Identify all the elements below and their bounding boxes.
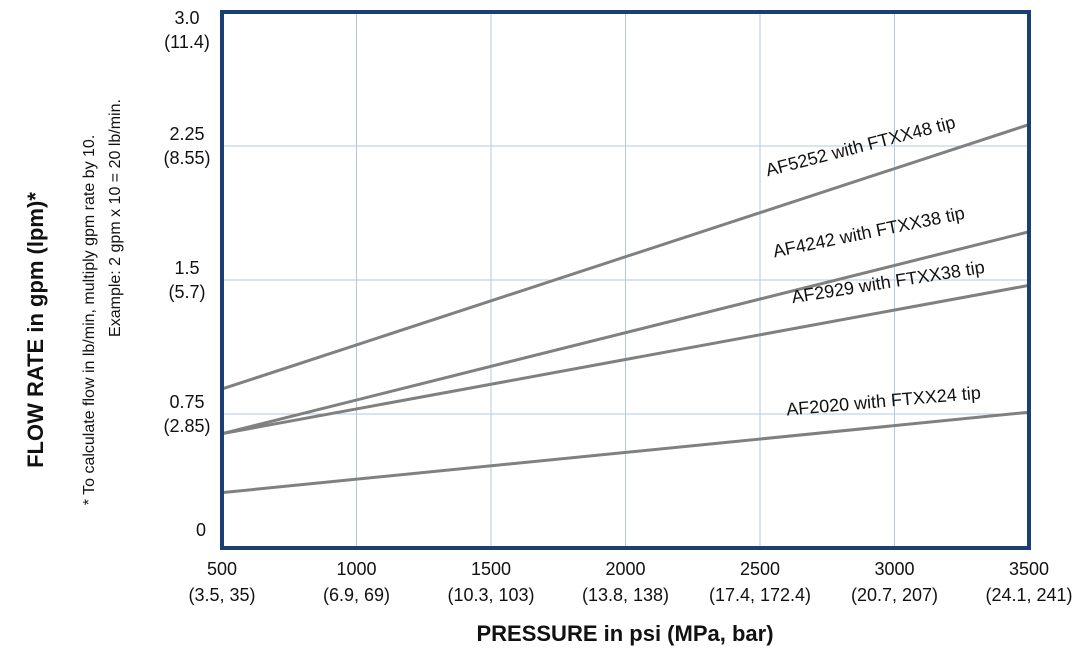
x-tick-label: 2000 xyxy=(605,559,645,579)
x-tick-label: 3000 xyxy=(874,559,914,579)
y-tick-label: 0 xyxy=(196,520,206,540)
y-tick-sublabel: (2.85) xyxy=(163,416,210,436)
x-axis-title: PRESSURE in psi (MPa, bar) xyxy=(476,621,773,646)
x-tick-label: 1000 xyxy=(336,559,376,579)
x-tick-sublabel: (17.4, 172.4) xyxy=(709,585,811,605)
grid-lines xyxy=(222,12,1029,548)
y-axis-ticks: 0 0.75 (2.85) 1.5 (5.7) 2.25 (8.55) 3.0 (11.4) xyxy=(163,8,210,540)
x-axis-ticks: 500 (3.5, 35) 1000 (6.9, 69) 1500 (10.3, 103)… xyxy=(188,559,1072,605)
y-tick-sublabel: (5.7) xyxy=(168,282,205,302)
x-tick-sublabel: (13.8, 138) xyxy=(582,585,669,605)
x-tick-label: 3500 xyxy=(1009,559,1049,579)
plot-frame xyxy=(220,10,1031,550)
series-label-1: AF4242 with FTXX38 tip xyxy=(771,203,966,261)
footnote-line-1: * To calculate flow in lb/min, multiply … xyxy=(81,135,98,506)
y-tick-label: 3.0 xyxy=(174,8,199,28)
footnote-line-2: Example: 2 gpm x 10 = 20 lb/min. xyxy=(107,99,124,337)
series-line-0 xyxy=(221,123,1030,391)
y-tick-sublabel: (8.55) xyxy=(163,148,210,168)
y-tick-sublabel: (11.4) xyxy=(164,32,210,52)
x-tick-sublabel: (6.9, 69) xyxy=(323,585,390,605)
series-line-2 xyxy=(221,283,1030,436)
x-tick-sublabel: (20.7, 207) xyxy=(851,585,938,605)
y-tick-label: 2.25 xyxy=(169,124,204,144)
series-line-1 xyxy=(221,230,1030,436)
series-line-3 xyxy=(221,410,1030,495)
x-tick-label: 1500 xyxy=(471,559,511,579)
y-axis-title: FLOW RATE in gpm (lpm)* xyxy=(23,192,48,468)
series-lines xyxy=(221,123,1030,495)
x-tick-sublabel: (3.5, 35) xyxy=(188,585,255,605)
x-tick-sublabel: (24.1, 241) xyxy=(985,585,1072,605)
x-tick-label: 2500 xyxy=(740,559,780,579)
x-tick-sublabel: (10.3, 103) xyxy=(447,585,534,605)
y-tick-label: 1.5 xyxy=(174,258,199,278)
x-tick-label: 500 xyxy=(207,559,237,579)
y-tick-label: 0.75 xyxy=(169,392,204,412)
